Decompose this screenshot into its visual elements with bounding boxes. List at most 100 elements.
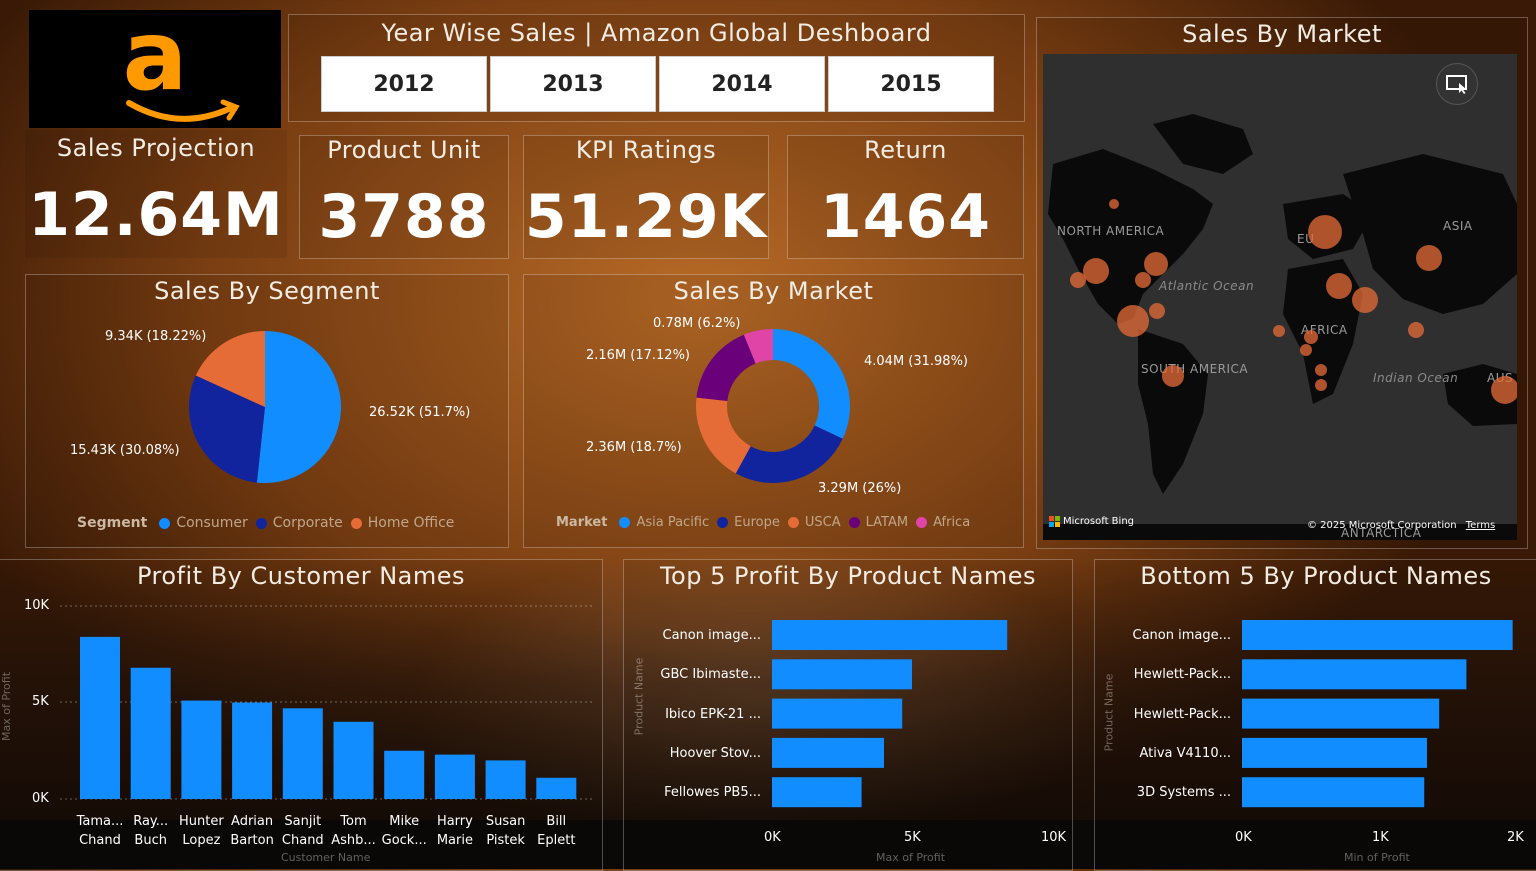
customer-name-label: Ray... Buch [125, 812, 177, 850]
amazon-logo: a [29, 0, 281, 128]
product-name-label: Canon image... [662, 628, 762, 643]
world-map[interactable]: NORTH AMERICA EU ASIA Atlantic Ocean AFR… [1043, 54, 1517, 540]
logo-letter: a [122, 0, 188, 112]
legend-title: Market [556, 515, 608, 530]
year-button-2013[interactable]: 2013 [490, 56, 656, 112]
product-bar[interactable] [1242, 620, 1513, 650]
product-bar[interactable] [1242, 737, 1427, 768]
legend-item[interactable]: Corporate [272, 515, 343, 531]
segment-pie-slice[interactable] [195, 331, 265, 407]
logo-smile-icon [126, 99, 240, 122]
legend-dot-consumer [159, 517, 171, 529]
legend-dot-home-office [350, 517, 362, 529]
product-bar[interactable] [1242, 698, 1440, 729]
market-donut-chart [696, 329, 850, 483]
customer-name-line: Sanjit [284, 814, 322, 829]
customer-bar[interactable] [232, 702, 273, 800]
customer-name-label: Harry Marie [429, 812, 481, 850]
customer-bar[interactable] [130, 667, 171, 799]
legend-dot-corporate [255, 517, 267, 529]
kpi-sales-projection: Sales Projection 12.64M [25, 130, 287, 258]
map-label-asia: ASIA [1443, 219, 1473, 233]
year-button-2014[interactable]: 2014 [659, 56, 825, 112]
map-label-indian-ocean: Indian Ocean [1373, 371, 1459, 385]
map-label-atlantic-ocean: Atlantic Ocean [1159, 279, 1255, 293]
legend-item[interactable]: USCA [804, 515, 841, 530]
legend-item[interactable]: Consumer [176, 515, 248, 531]
customer-name-line: Ashb... [331, 833, 376, 848]
product-bar[interactable] [772, 659, 912, 690]
segment-pie-slice[interactable] [189, 375, 265, 483]
legend-dot-asia-pacific [619, 517, 631, 528]
x-tick: 1K [1372, 830, 1389, 845]
legend-item[interactable]: Asia Pacific [636, 515, 710, 530]
market-donut-slice[interactable] [696, 397, 751, 474]
map-terms-link[interactable]: Terms [1465, 520, 1496, 531]
market-donut-slice[interactable] [735, 425, 843, 483]
segment-pie-slice[interactable] [256, 331, 342, 484]
customer-bar[interactable] [434, 754, 475, 799]
customer-name-line: Chand [281, 833, 324, 848]
sales-by-market-donut-panel: Sales By Market 0.78M (6.2%) 2.16M (17.1… [523, 274, 1024, 548]
customer-name-label: Sanjit Chand [277, 812, 329, 850]
product-bar[interactable] [772, 737, 884, 768]
panel-title: Sales By Market [673, 277, 874, 305]
legend-title: Segment [77, 515, 148, 531]
y-tick: 10K [24, 598, 50, 613]
x-axis-title: Customer Name [281, 851, 371, 864]
top5-bar-chart [772, 620, 1008, 808]
customer-name-line: Adrian [231, 814, 274, 829]
customer-name-line: Eplett [537, 833, 576, 848]
customer-bar[interactable] [80, 636, 120, 799]
year-button-2015[interactable]: 2015 [828, 56, 994, 112]
kpi-label: Product Unit [327, 136, 481, 164]
product-name-label: Hoover Stov... [669, 745, 761, 761]
map-bubble [1408, 322, 1424, 338]
customer-bar[interactable] [181, 700, 222, 799]
map-bubble [1315, 379, 1327, 391]
customer-name-line: Barton [230, 833, 274, 848]
map-bubble [1149, 303, 1165, 319]
customer-bar[interactable] [282, 708, 323, 799]
map-bubble [1070, 272, 1086, 288]
product-bar[interactable] [772, 777, 862, 808]
year-button-2012[interactable]: 2012 [321, 56, 487, 112]
sales-by-segment-panel: Sales By Segment 9.34K (18.22%) 26.52K (… [25, 274, 509, 548]
product-bar[interactable] [1242, 659, 1467, 690]
customer-name-line: Harry [436, 814, 473, 829]
map-focus-mode-button[interactable] [1436, 63, 1478, 105]
product-bar[interactable] [772, 698, 903, 729]
market-donut-slice[interactable] [773, 329, 850, 439]
map-bubble [1109, 199, 1119, 209]
product-name-label: 3D Systems ... [1136, 785, 1231, 801]
customer-bar[interactable] [384, 750, 425, 799]
x-tick: 2K [1507, 830, 1524, 845]
customer-name-line: Tama... [76, 814, 124, 829]
panel-title: Bottom 5 By Product Names [1140, 562, 1492, 590]
product-bar[interactable] [772, 620, 1008, 650]
customer-bar[interactable] [536, 777, 577, 799]
x-tick: 0K [764, 830, 781, 845]
market-donut-slice[interactable] [743, 329, 773, 364]
map-bubble [1300, 344, 1312, 356]
market-donut-slice[interactable] [696, 334, 756, 402]
customer-name-line: Susan [485, 814, 526, 829]
map-copyright: © 2025 Microsoft Corporation Terms [1307, 520, 1495, 531]
legend-item[interactable]: Africa [933, 515, 971, 530]
map-bubble [1416, 245, 1442, 271]
segment-pie-chart [189, 331, 342, 484]
legend-item[interactable]: Home Office [367, 515, 455, 531]
map-label-antarctica: ANTARCTICA [1341, 526, 1422, 540]
legend-item[interactable]: LATAM [865, 515, 909, 530]
customer-bar[interactable] [333, 721, 374, 799]
market-data-label: 3.29M (26%) [818, 481, 902, 496]
copyright-text: © 2025 Microsoft Corporation [1307, 520, 1457, 531]
product-bar[interactable] [1242, 777, 1425, 808]
x-axis-title: Min of Profit [1344, 851, 1410, 864]
legend-item[interactable]: Europe [734, 515, 780, 530]
panel-title: Top 5 Profit By Product Names [659, 562, 1037, 590]
customer-bar[interactable] [485, 760, 526, 799]
x-axis-title: Max of Profit [876, 851, 946, 864]
market-data-label: 2.16M (17.12%) [586, 348, 691, 363]
customer-name-label: Adrian Barton [226, 812, 278, 850]
